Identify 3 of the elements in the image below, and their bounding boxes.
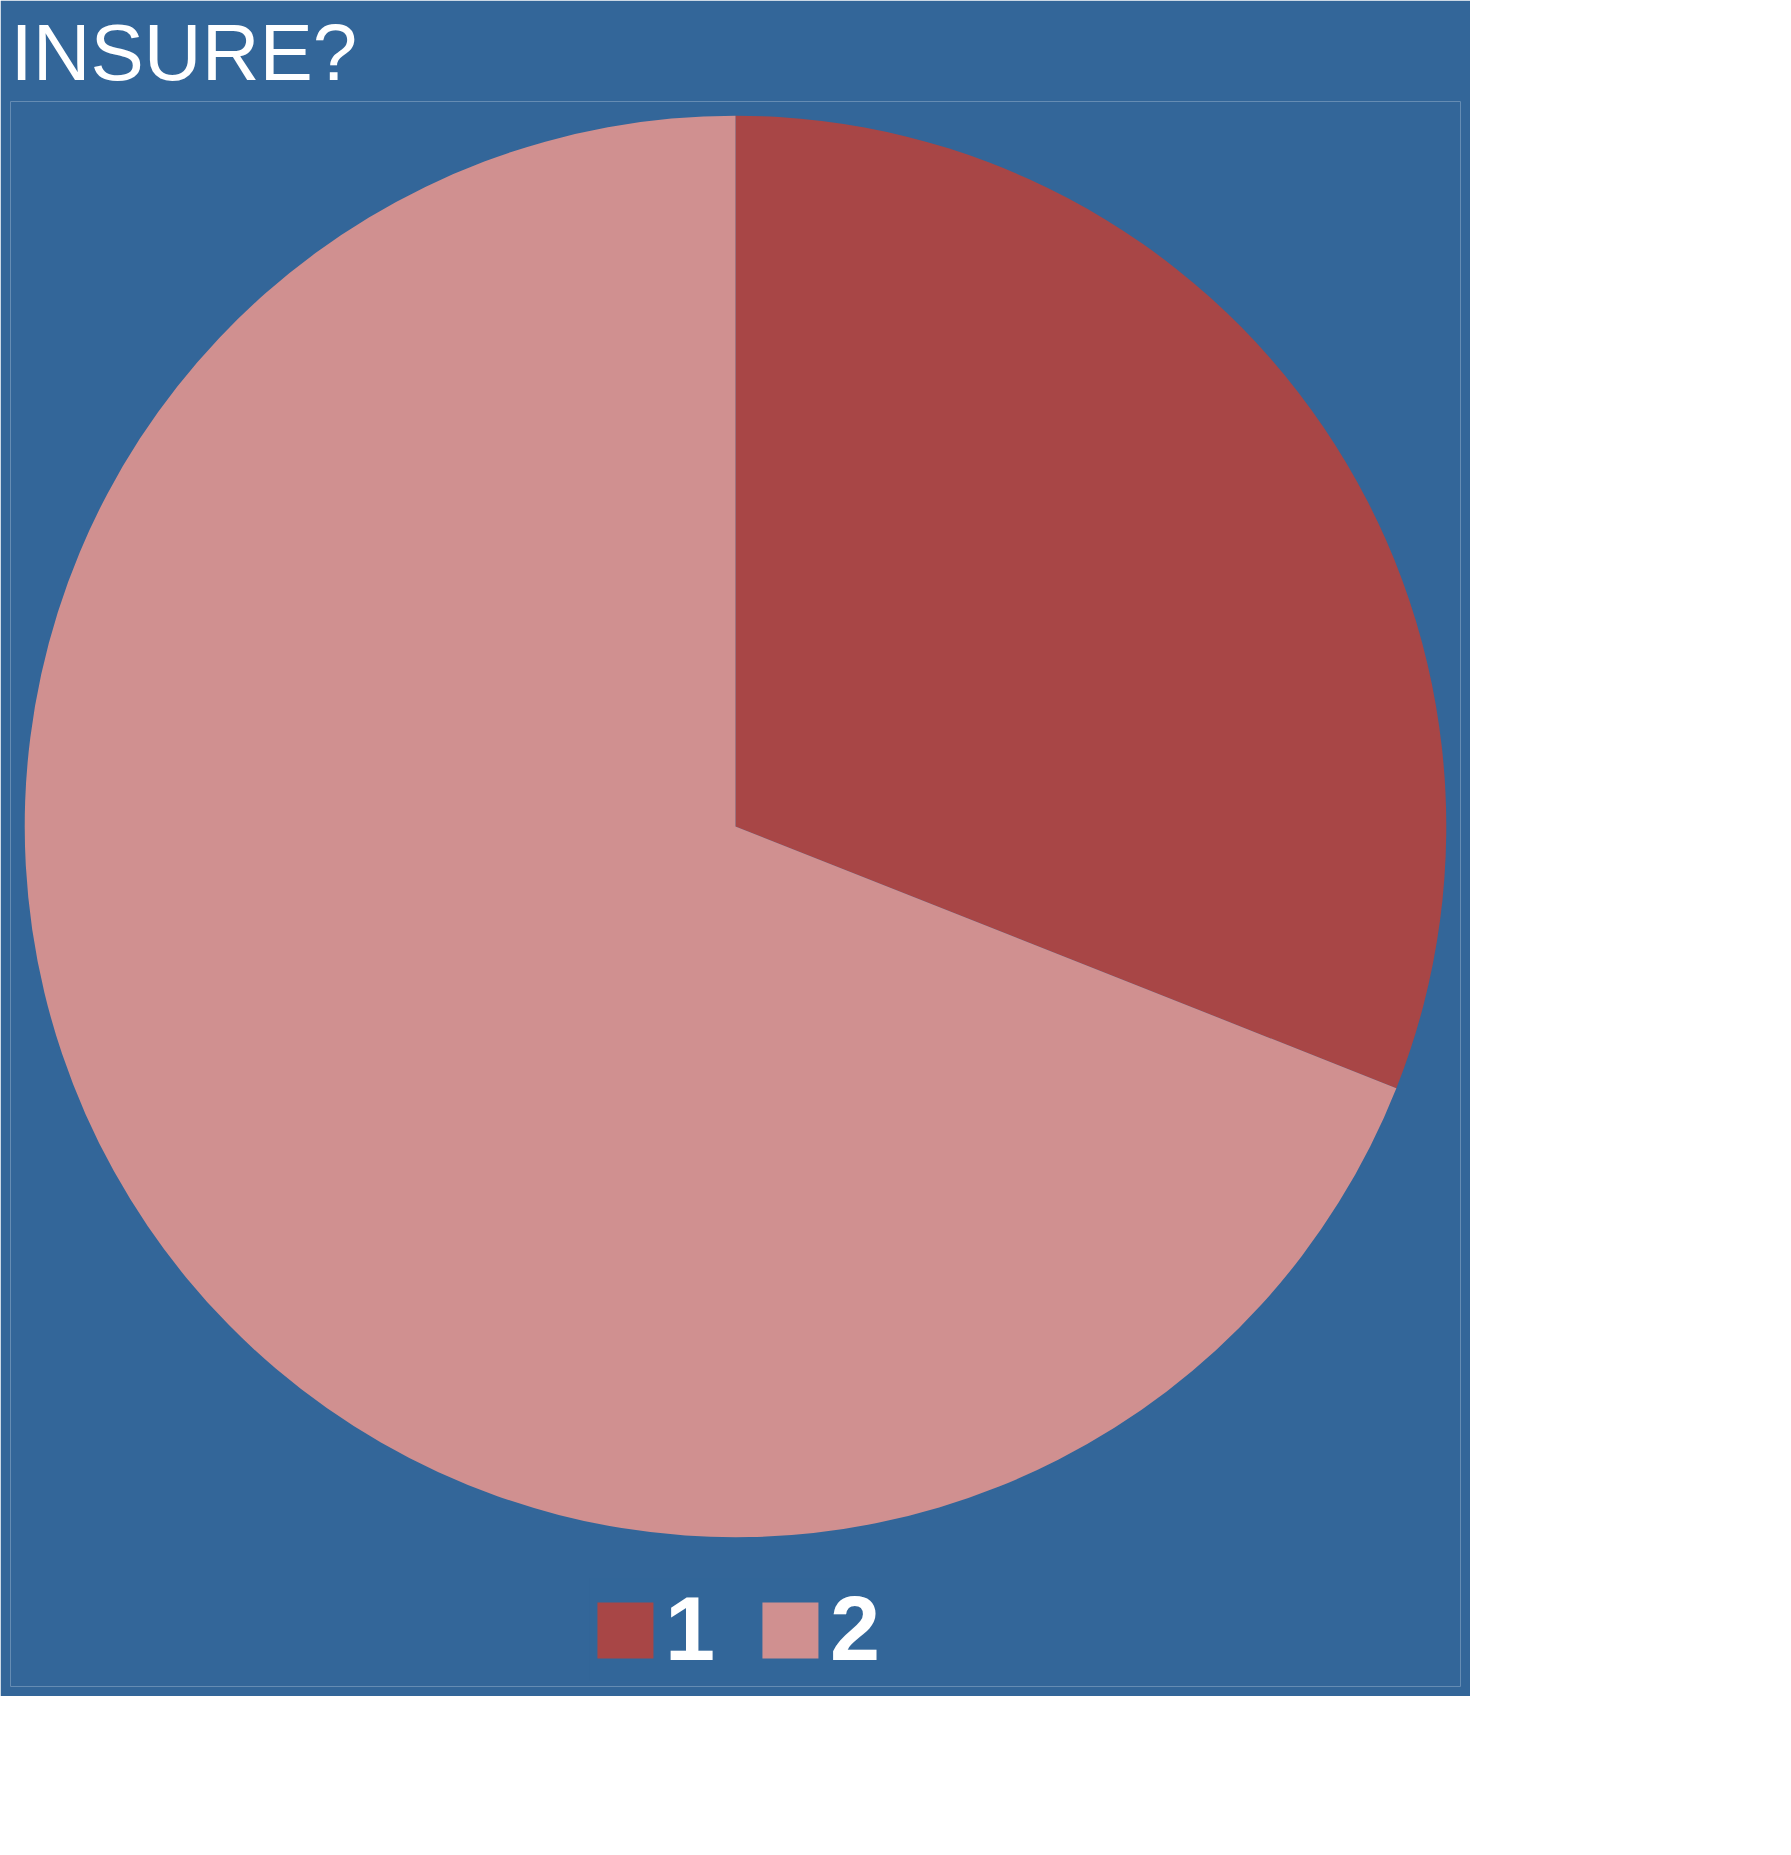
chart-title: INSURE?: [10, 7, 358, 97]
legend-label: 1: [664, 1578, 715, 1681]
legend-label: 2: [830, 1578, 881, 1681]
